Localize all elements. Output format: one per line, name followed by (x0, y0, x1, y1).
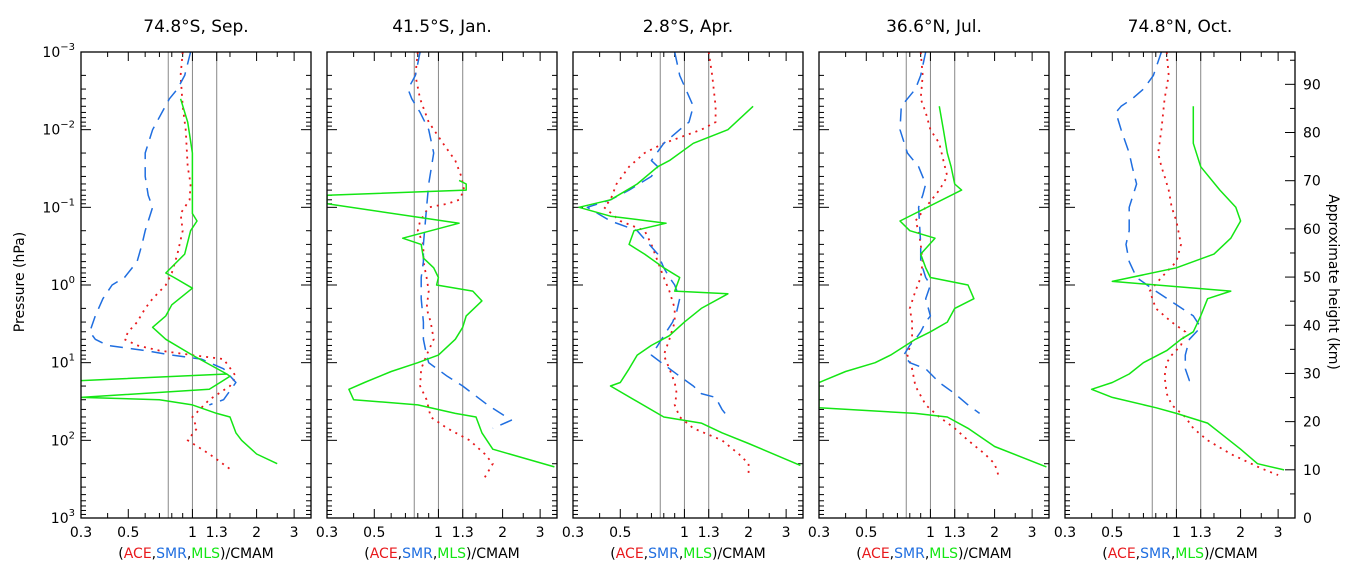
x-tick-label: 0.3 (562, 525, 584, 541)
height-tick-label: 40 (1303, 318, 1321, 334)
plot-frame (1064, 51, 1296, 519)
plot-frame (326, 51, 558, 519)
height-tick-label: 10 (1303, 463, 1321, 479)
series-line-smr (586, 52, 729, 418)
series-line-ace (906, 52, 1000, 478)
panel-title: 74.8°S, Sep. (143, 17, 248, 37)
x-tick-label: 0.3 (1054, 525, 1076, 541)
height-tick-label: 20 (1303, 415, 1321, 431)
series-group (578, 52, 801, 478)
x-tick-label: 3 (1274, 525, 1283, 541)
series-line-mls (578, 105, 801, 467)
x-tick-label: 0.5 (609, 525, 631, 541)
x-tick-label: 1.3 (206, 525, 228, 541)
x-tick-label: 1.3 (698, 525, 720, 541)
x-tick-label: 0.5 (1101, 525, 1123, 541)
panel-2: 41.5°S, Jan. 0.3 0.5 1 1.3 2 3 (ACE,SMR,MLS)/CM… (316, 17, 558, 562)
x-tick-label: 2 (498, 525, 507, 541)
series-group (327, 52, 555, 478)
x-axis-label: (ACE,SMR,MLS)/CMAM (364, 546, 520, 562)
x-tick-label: 2 (1236, 525, 1245, 541)
x-tick-label: 2 (744, 525, 753, 541)
x-tick-label: 0.5 (855, 525, 877, 541)
x-tick-label: 3 (290, 525, 299, 541)
plot-frame (818, 51, 1050, 519)
plot-frame (80, 51, 312, 519)
panel-1: 74.8°S, Sep. 0.3 0.5 1 1.3 2 3 10−3 10−2 10−1 100 1… (42, 17, 312, 562)
y-tick-label: 10−1 (42, 197, 75, 216)
x-tick-label: 2 (990, 525, 999, 541)
series-line-ace (123, 52, 237, 472)
series-line-mls (1090, 106, 1285, 471)
x-tick-label: 1 (434, 525, 443, 541)
x-tick-label: 0.3 (316, 525, 338, 541)
series-line-smr (899, 52, 981, 415)
y-axis-label: Pressure (hPa) (12, 232, 28, 332)
x-tick-label: 0.5 (117, 525, 139, 541)
x-tick-label: 3 (1028, 525, 1037, 541)
series-group (819, 52, 1047, 478)
panel-title: 74.8°N, Oct. (1128, 17, 1233, 37)
plot-frame (572, 51, 804, 519)
panels-group: 74.8°S, Sep.0.3 0.5 1 1.3 2 310−310−210−11001… (42, 17, 1320, 562)
series-line-smr (89, 52, 237, 406)
height-tick-label: 30 (1303, 366, 1321, 382)
y-tick-label: 103 (51, 508, 75, 527)
y-tick-label: 102 (51, 430, 75, 449)
x-tick-label: 1 (926, 525, 935, 541)
series-line-ace (603, 52, 750, 478)
height-tick-label: 50 (1303, 270, 1321, 286)
x-tick-label: 0.5 (363, 525, 385, 541)
height-tick-label: 90 (1303, 77, 1321, 93)
x-tick-label: 1 (1172, 525, 1181, 541)
x-tick-label: 3 (536, 525, 545, 541)
y-tick-label: 10−2 (42, 120, 75, 139)
x-axis-label: (ACE,SMR,MLS)/CMAM (610, 546, 766, 562)
series-group (81, 52, 278, 472)
secondary-y-axis-label: Approximate height (km) (1325, 194, 1341, 370)
x-tick-label: 1 (188, 525, 197, 541)
panel-3: 2.8°S, Apr. 0.3 0.5 1 1.3 2 3 (ACE,SMR,MLS)/CMA… (562, 17, 804, 562)
panel-title: 41.5°S, Jan. (392, 17, 492, 37)
series-line-mls (327, 179, 555, 468)
panel-title: 36.6°N, Jul. (886, 17, 982, 37)
panel-5: 74.8°N, Oct.0.3 0.5 1 1.3 2 30102030405060708… (1054, 17, 1321, 562)
y-tick-label: 10−3 (42, 42, 75, 61)
height-tick-label: 60 (1303, 222, 1321, 238)
x-axis-label: (ACE,SMR,MLS)/CMAM (1102, 546, 1258, 562)
x-tick-label: 2 (252, 525, 261, 541)
y-tick-label: 100 (51, 275, 75, 294)
height-tick-label: 0 (1303, 511, 1312, 527)
x-tick-label: 0.3 (808, 525, 830, 541)
y-tick-label: 101 (51, 353, 75, 372)
x-tick-label: 1.3 (1190, 525, 1212, 541)
panel-title: 2.8°S, Apr. (643, 17, 733, 37)
height-tick-label: 80 (1303, 126, 1321, 142)
x-tick-label: 1.3 (944, 525, 966, 541)
x-tick-label: 1 (680, 525, 689, 541)
panel-4: 36.6°N, Jul. 0.3 0.5 1 1.3 2 3 (ACE,SMR,MLS)/CM… (808, 17, 1050, 562)
x-tick-label: 1.3 (452, 525, 474, 541)
x-axis-label: (ACE,SMR,MLS)/CMAM (118, 546, 274, 562)
series-line-mls (81, 98, 278, 465)
series-group (1090, 52, 1285, 476)
series-line-smr (1115, 52, 1202, 384)
x-tick-label: 0.3 (70, 525, 92, 541)
x-axis-label: (ACE,SMR,MLS)/CMAM (856, 546, 1012, 562)
series-line-mls (819, 106, 1047, 468)
x-tick-label: 3 (782, 525, 791, 541)
height-tick-label: 70 (1303, 174, 1321, 190)
